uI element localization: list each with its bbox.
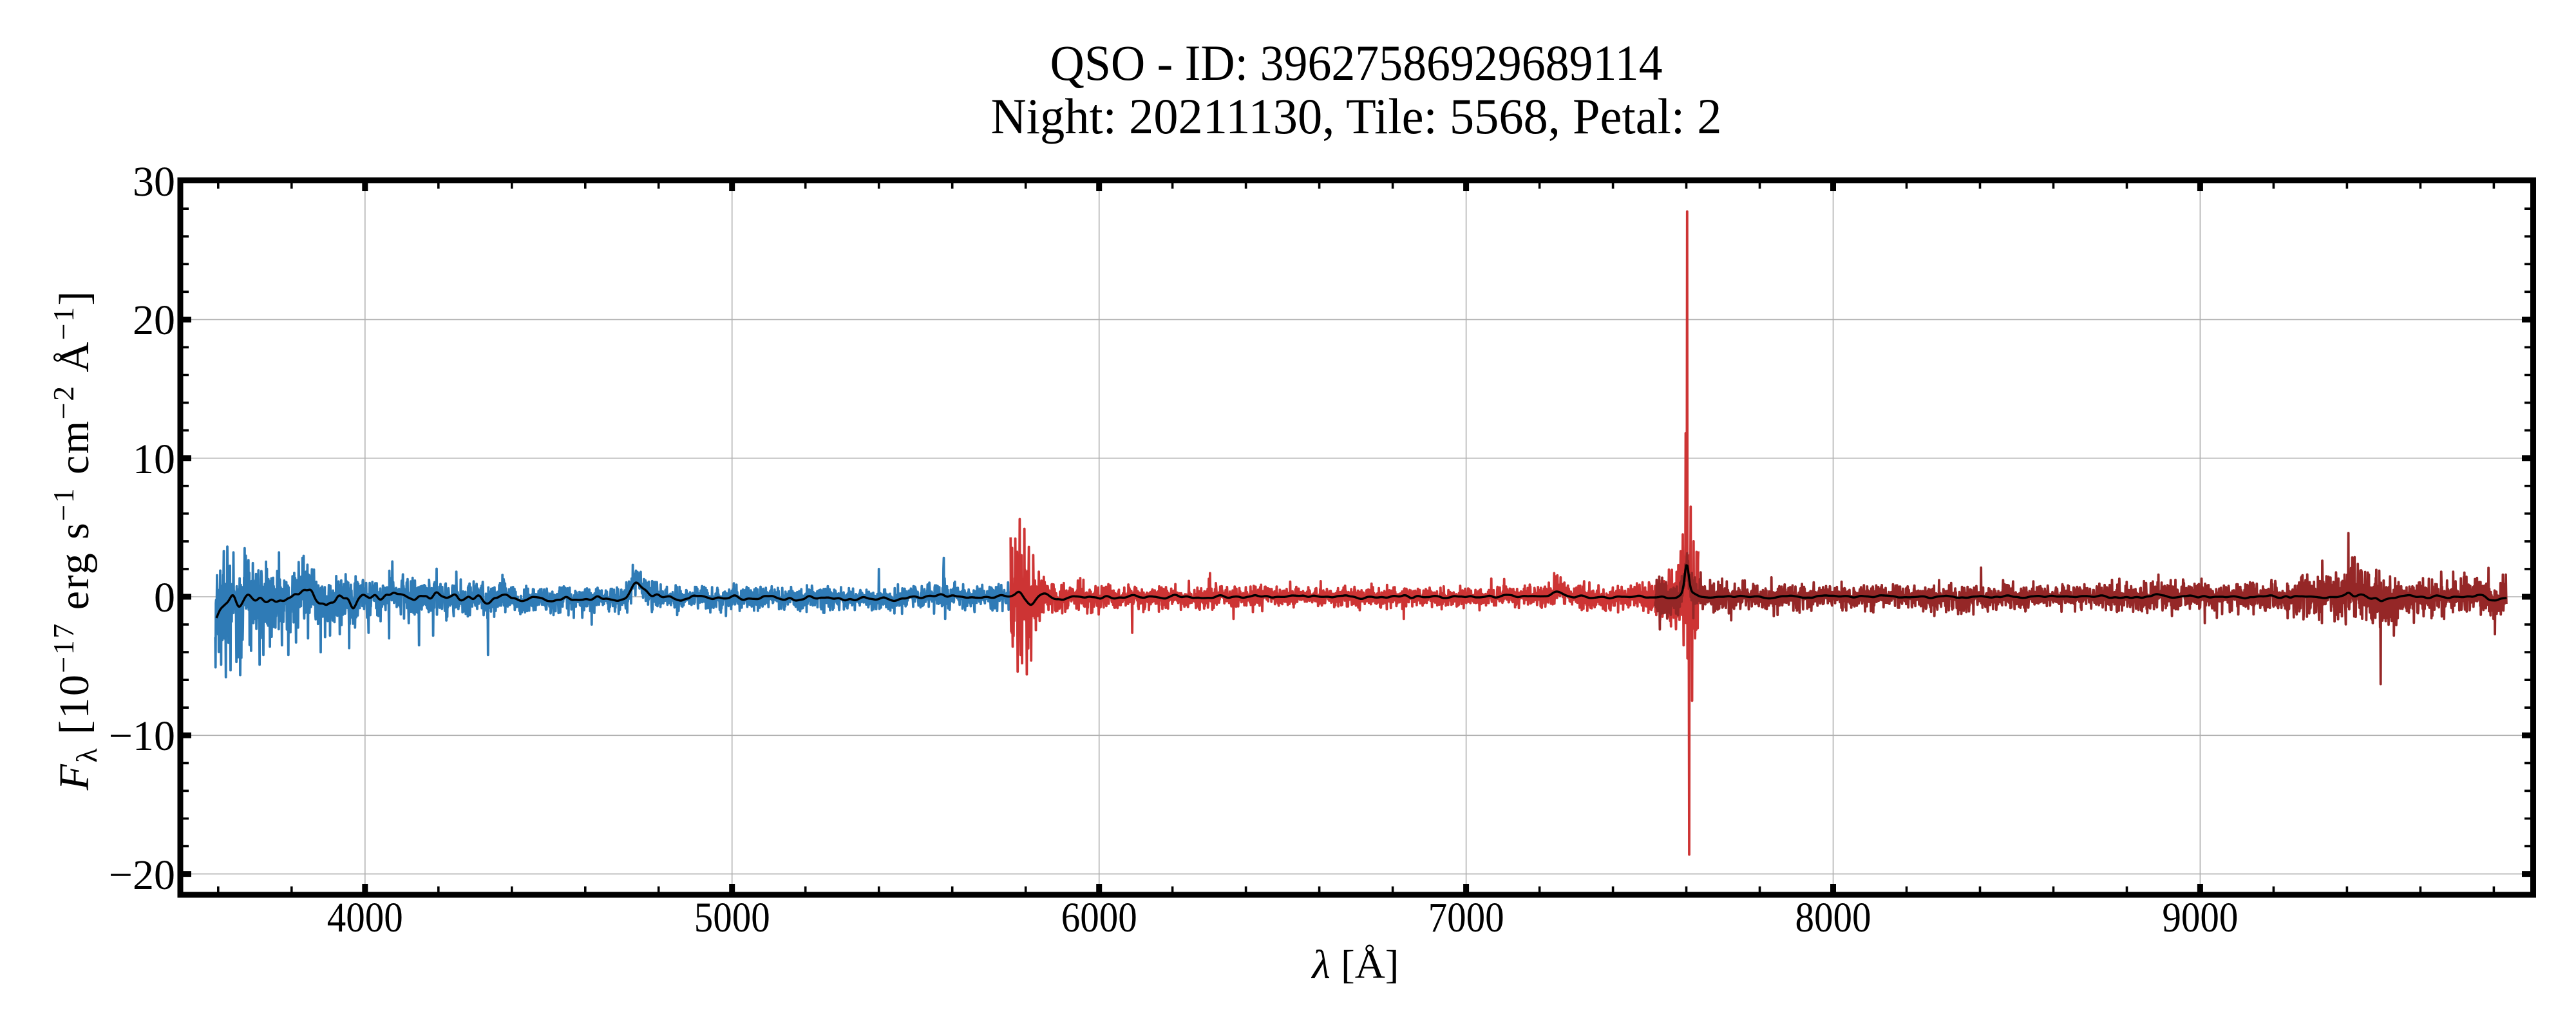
svg-text:9000: 9000: [2162, 894, 2238, 941]
svg-text:8000: 8000: [1795, 894, 1871, 941]
svg-text:30: 30: [133, 158, 175, 205]
svg-text:0: 0: [154, 574, 175, 621]
svg-text:4000: 4000: [327, 894, 403, 941]
svg-text:20: 20: [133, 297, 175, 344]
svg-text:−20: −20: [109, 852, 175, 899]
svg-text:5000: 5000: [694, 894, 770, 941]
svg-text:7000: 7000: [1428, 894, 1504, 941]
svg-text:6000: 6000: [1061, 894, 1137, 941]
svg-text:λ [Å]: λ [Å]: [1311, 943, 1399, 987]
svg-text:Night: 20211130, Tile: 5568, P: Night: 20211130, Tile: 5568, Petal: 2: [991, 88, 1722, 144]
svg-text:−10: −10: [109, 713, 175, 760]
svg-text:Fλ [10−17 erg s−1 cm−2 Å−1]: Fλ [10−17 erg s−1 cm−2 Å−1]: [47, 292, 103, 791]
svg-text:QSO - ID: 39627586929689114: QSO - ID: 39627586929689114: [1050, 35, 1663, 91]
svg-text:10: 10: [133, 436, 175, 483]
